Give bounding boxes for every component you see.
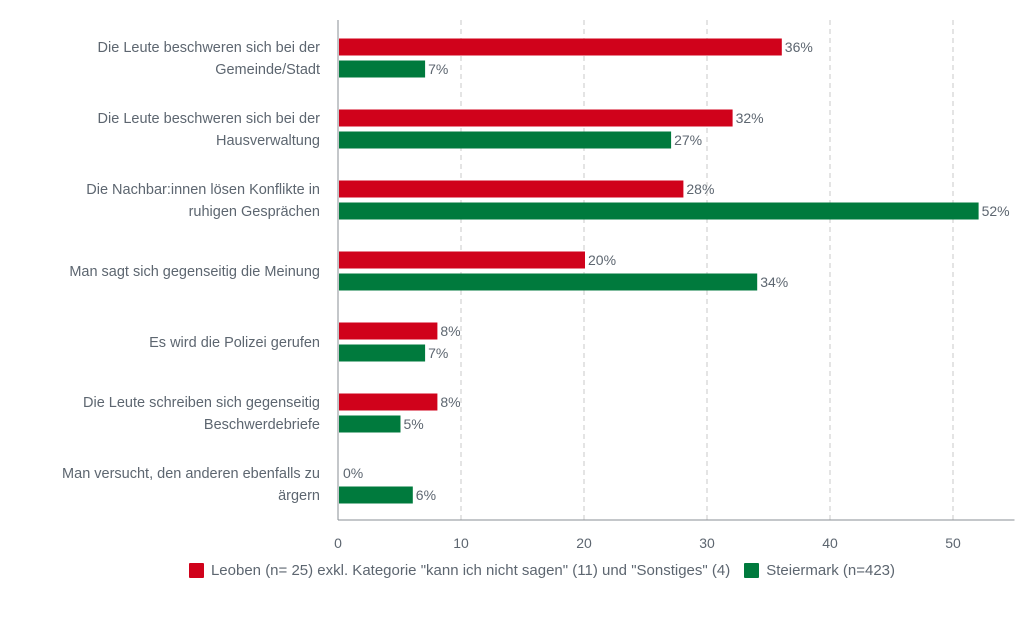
category-label: Man versucht, den anderen ebenfalls zu är… — [62, 466, 320, 504]
bar-steiermark — [339, 273, 758, 291]
legend-item-leoben[interactable]: Leoben (n= 25) exkl. Kategorie "kann ich… — [188, 562, 731, 579]
category-label: Die Leute schreiben sich gegenseitig Besc… — [83, 395, 320, 433]
x-tick-label: 50 — [945, 535, 961, 551]
data-label: 20% — [588, 252, 616, 268]
bar-steiermark — [339, 344, 426, 362]
data-label: 0% — [343, 465, 363, 481]
data-label: 8% — [440, 394, 460, 410]
bar-leoben — [339, 322, 438, 340]
data-label: 36% — [785, 39, 813, 55]
legend-item-steiermark[interactable]: Steiermark (n=423) — [744, 562, 895, 579]
legend-swatch-leoben — [188, 563, 204, 578]
data-label: 34% — [760, 274, 788, 290]
data-label: 32% — [736, 110, 764, 126]
bar-steiermark — [339, 131, 672, 149]
bar-leoben — [339, 109, 733, 127]
category-label: Die Nachbar:innen lösen Konflikte in ruhi… — [86, 182, 320, 220]
data-label: 5% — [404, 416, 424, 432]
category-label: Die Leute beschweren sich bei der Hausver… — [98, 111, 321, 149]
bar-leoben — [339, 393, 438, 411]
data-label: 7% — [428, 61, 448, 77]
data-label: 8% — [440, 323, 460, 339]
x-tick-label: 30 — [699, 535, 715, 551]
bar-chart: 0 10 20 30 40 50 Die Leute beschweren sich bei… — [62, 20, 1015, 551]
bar-steiermark — [339, 415, 401, 433]
data-label: 52% — [982, 203, 1010, 219]
bar-steiermark — [339, 202, 979, 220]
bar-leoben — [339, 38, 782, 56]
bar-leoben — [339, 251, 585, 269]
category-label: Es wird die Polizei gerufen — [149, 335, 320, 351]
data-label: 27% — [674, 132, 702, 148]
bar-steiermark — [339, 486, 413, 504]
data-label: 6% — [416, 487, 436, 503]
x-tick-label: 10 — [453, 535, 469, 551]
data-label: 28% — [686, 181, 714, 197]
legend-swatch-steiermark — [744, 563, 760, 578]
legend-label-steiermark: Steiermark (n=423) — [766, 562, 896, 579]
legend: Leoben (n= 25) exkl. Kategorie "kann ich… — [30, 562, 1024, 579]
x-tick-label: 0 — [334, 535, 342, 551]
bar-steiermark — [339, 60, 426, 78]
data-label: 7% — [428, 345, 448, 361]
category-label: Die Leute beschweren sich bei der Gemeind… — [98, 40, 321, 78]
x-tick-label: 20 — [576, 535, 592, 551]
bar-leoben — [339, 180, 684, 198]
x-tick-label: 40 — [822, 535, 838, 551]
legend-label-leoben: Leoben (n= 25) exkl. Kategorie "kann ich… — [210, 562, 731, 579]
category-label: Man sagt sich gegenseitig die Meinung — [69, 264, 320, 280]
